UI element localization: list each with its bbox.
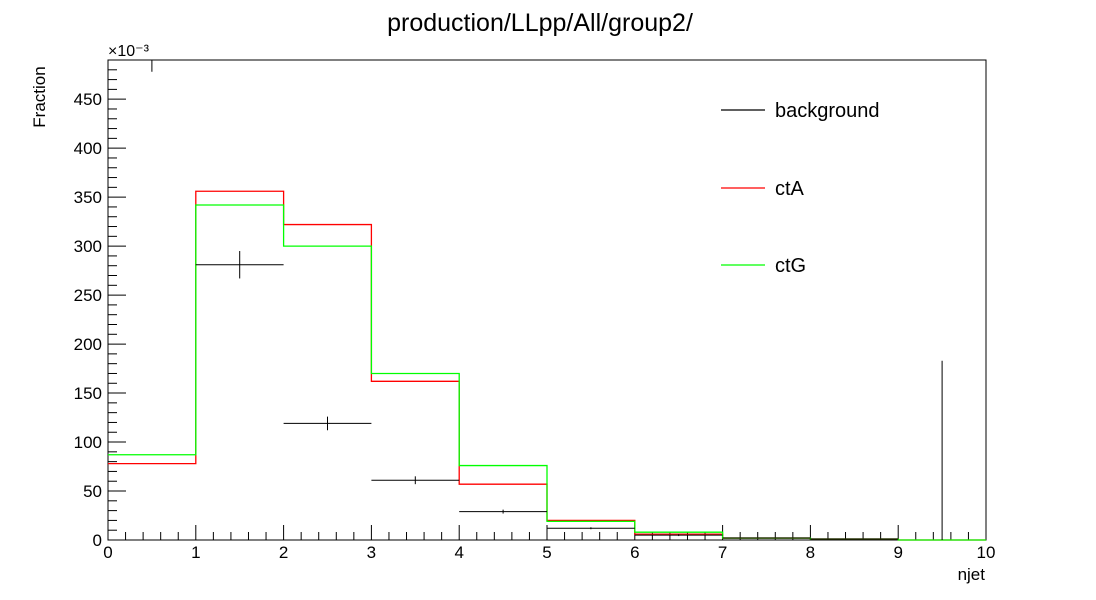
y-tick-label: 300 [74, 237, 102, 256]
y-tick-label: 100 [74, 433, 102, 452]
x-tick-label: 0 [103, 543, 112, 562]
y-tick-label: 150 [74, 384, 102, 403]
y-exponent-label: ×10⁻³ [108, 43, 150, 60]
x-tick-label: 4 [454, 543, 463, 562]
y-tick-label: 200 [74, 335, 102, 354]
x-tick-label: 5 [542, 543, 551, 562]
y-tick-label: 50 [83, 482, 102, 501]
x-axis-label: njet [958, 565, 986, 584]
series-layer [108, 59, 986, 541]
x-tick-label: 2 [279, 543, 288, 562]
y-axis-label: Fraction [30, 66, 49, 127]
x-tick-label: 3 [367, 543, 376, 562]
legend-label-ctG: ctG [775, 255, 806, 277]
legend-label-ctA: ctA [775, 178, 805, 200]
y-tick-label: 450 [74, 90, 102, 109]
x-tick-label: 8 [806, 543, 815, 562]
chart-title: production/LLpp/All/group2/ [387, 9, 693, 37]
y-tick-label: 0 [93, 531, 102, 550]
x-tick-label: 1 [191, 543, 200, 562]
x-tick-label: 10 [977, 543, 996, 562]
y-tick-label: 250 [74, 286, 102, 305]
x-tick-label: 6 [630, 543, 639, 562]
y-tick-label: 400 [74, 139, 102, 158]
x-tick-label: 9 [893, 543, 902, 562]
legend: background ctA ctG [721, 100, 880, 277]
x-tick-label: 7 [718, 543, 727, 562]
legend-label-background: background [775, 100, 880, 122]
y-tick-label: 350 [74, 188, 102, 207]
